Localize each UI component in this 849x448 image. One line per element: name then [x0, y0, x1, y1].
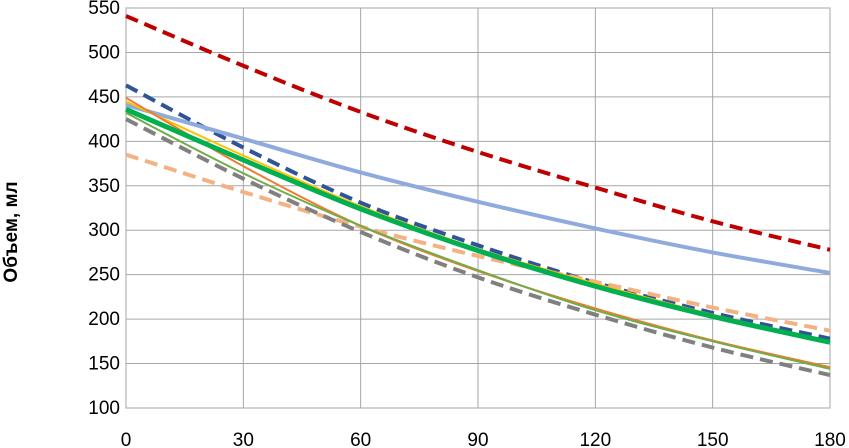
series-line-2 [125, 83, 831, 341]
y-tick-label: 300 [88, 220, 120, 241]
x-axis-ticks: 0 30 60 90 120 150 180 [121, 430, 846, 448]
series-line-9 [125, 107, 831, 345]
y-axis-ticks: 100 150 200 250 300 350 400 450 500 550 [88, 0, 120, 419]
x-tick-label: 180 [814, 430, 846, 448]
x-tick-label: 0 [121, 430, 132, 448]
y-tick-label: 550 [88, 0, 120, 19]
y-tick-label: 100 [88, 398, 120, 419]
y-tick-label: 500 [88, 42, 120, 63]
series-layer [125, 14, 831, 378]
x-tick-label: 90 [467, 430, 488, 448]
y-tick-label: 400 [88, 131, 120, 152]
x-tick-label: 60 [350, 430, 371, 448]
grid [125, 7, 831, 409]
x-tick-label: 150 [697, 430, 729, 448]
y-tick-label: 200 [88, 309, 120, 330]
y-axis-title: Объем, мл [1, 181, 22, 282]
y-tick-label: 150 [88, 354, 120, 375]
plot-area-border [125, 7, 831, 409]
series-line-4 [125, 152, 831, 333]
y-tick-label: 250 [88, 265, 120, 286]
x-tick-label: 30 [233, 430, 254, 448]
y-tick-label: 450 [88, 87, 120, 108]
series-line-3 [125, 102, 831, 275]
x-tick-label: 120 [579, 430, 611, 448]
series-line-5 [125, 117, 831, 378]
series-line-1 [125, 14, 831, 252]
series-line-8 [125, 112, 831, 370]
y-tick-label: 350 [88, 176, 120, 197]
